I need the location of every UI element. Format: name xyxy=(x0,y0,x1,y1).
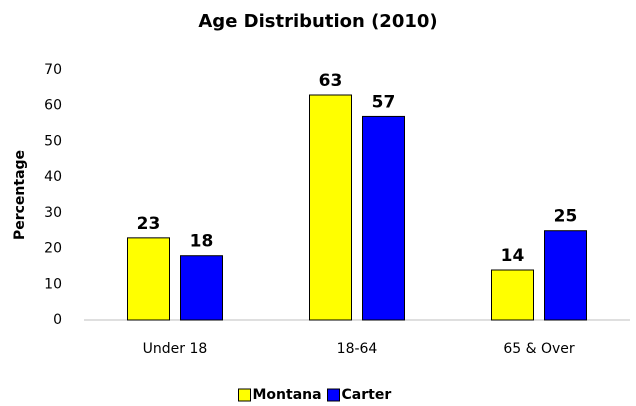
bar xyxy=(491,269,534,321)
y-tick-label: 60 xyxy=(44,98,62,114)
bar xyxy=(180,255,223,321)
value-label: 25 xyxy=(554,207,578,227)
bar xyxy=(544,230,587,321)
chart-title: Age Distribution (2010) xyxy=(198,11,437,32)
y-tick-label: 0 xyxy=(53,312,62,328)
legend-label: Carter xyxy=(342,387,392,403)
bar xyxy=(362,115,405,321)
legend-swatch xyxy=(238,388,251,402)
value-label: 18 xyxy=(190,232,214,252)
y-tick-label: 10 xyxy=(44,276,62,292)
value-label: 63 xyxy=(319,71,343,91)
y-tick-label: 40 xyxy=(44,169,62,185)
x-tick-label: 65 & Over xyxy=(503,341,575,357)
x-tick-label: 18-64 xyxy=(337,341,378,357)
y-tick-label: 50 xyxy=(44,133,62,149)
y-tick-label: 70 xyxy=(44,62,62,78)
bar xyxy=(309,94,352,321)
x-tick-label: Under 18 xyxy=(143,341,208,357)
legend-swatch xyxy=(327,388,340,402)
value-label: 57 xyxy=(372,92,396,112)
y-tick-label: 30 xyxy=(44,205,62,221)
y-tick-label: 20 xyxy=(44,241,62,257)
legend-label: Montana xyxy=(253,387,322,403)
y-axis-title: Percentage xyxy=(12,150,28,240)
bar xyxy=(127,237,170,321)
value-label: 23 xyxy=(137,214,161,234)
value-label: 14 xyxy=(501,246,525,266)
